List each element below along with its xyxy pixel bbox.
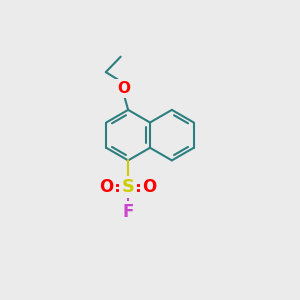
Text: O: O — [100, 178, 114, 196]
Text: O: O — [142, 178, 157, 196]
Text: S: S — [122, 178, 135, 196]
Text: F: F — [122, 203, 134, 221]
Text: O: O — [117, 81, 130, 96]
